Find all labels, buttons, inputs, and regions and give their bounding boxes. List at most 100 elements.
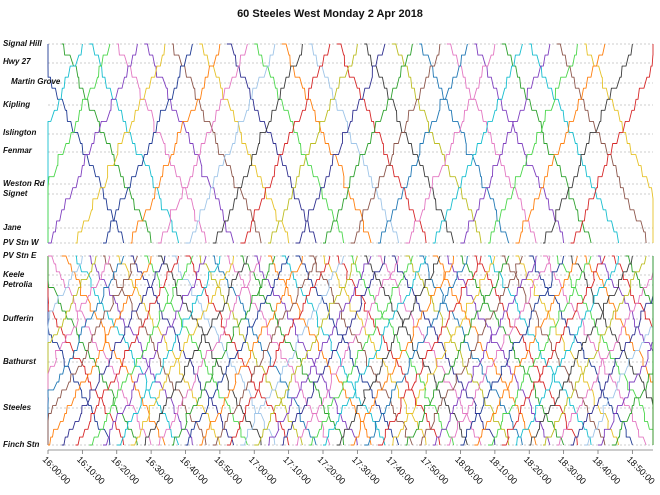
stop-labels: Signal Hill Hwy 27 Martin Grove Kipling Isli…	[3, 39, 61, 449]
x-tick-label: 17:40:00	[384, 454, 416, 486]
plot-area	[48, 30, 653, 450]
trip-line	[158, 255, 262, 446]
trip-line	[61, 43, 152, 244]
trip-line	[144, 255, 248, 446]
trip-line	[309, 43, 400, 244]
stop-label: Signal Hill	[3, 39, 42, 48]
trip-line	[336, 255, 441, 446]
trip-line	[103, 255, 207, 446]
trip-line	[268, 255, 372, 446]
stop-label: Martin Grove	[11, 77, 61, 86]
x-tick-label: 18:10:00	[487, 454, 519, 486]
trip-line	[556, 256, 654, 446]
x-tick-label: 17:30:00	[350, 454, 382, 486]
x-tick-label: 18:20:00	[522, 454, 554, 486]
trip-line	[103, 43, 193, 244]
trip-line	[378, 255, 482, 446]
trip-line	[419, 43, 510, 244]
trip-line	[75, 255, 180, 446]
trip-line	[570, 44, 654, 244]
stop-label: Weston Rd	[3, 179, 46, 188]
trip-line	[364, 43, 455, 244]
trip-line	[556, 255, 654, 445]
trip-line	[130, 43, 221, 244]
trip-line	[89, 43, 180, 244]
trip-line	[323, 255, 427, 446]
trip-line	[158, 43, 248, 244]
x-tick-label: 16:00:00	[41, 454, 73, 486]
stop-label: Jane	[3, 223, 22, 232]
x-tick-label: 17:20:00	[316, 454, 348, 486]
trip-line	[47, 255, 138, 445]
stop-label: Petrolia	[3, 280, 33, 289]
trip-line	[419, 255, 523, 446]
trip-line	[529, 43, 620, 244]
trip-line	[171, 43, 262, 244]
x-tick-label: 16:30:00	[144, 454, 176, 486]
trip-line	[433, 255, 537, 446]
trip-line	[281, 43, 372, 244]
stop-label: Islington	[3, 128, 36, 137]
trip-line	[474, 43, 565, 244]
trip-line	[501, 43, 592, 244]
trip-line	[213, 43, 303, 244]
x-tick-label: 16:10:00	[75, 454, 107, 486]
trip-line	[515, 255, 620, 446]
stop-label: Finch Stn	[3, 440, 40, 449]
trip-line	[529, 255, 633, 446]
trip-line	[48, 255, 152, 446]
trip-line	[446, 255, 551, 446]
trip-line	[226, 43, 317, 244]
x-tick-label: 17:10:00	[281, 454, 313, 486]
stop-label: Steeles	[3, 403, 32, 412]
x-tick-label: 16:40:00	[178, 454, 210, 486]
trip-line	[89, 255, 193, 446]
trip-line	[47, 44, 125, 244]
trip-line	[570, 255, 654, 445]
trip-line	[446, 43, 537, 244]
trip-line	[556, 43, 647, 244]
trip-line	[295, 255, 400, 446]
trip-line	[433, 43, 523, 244]
trip-line	[323, 255, 427, 446]
trip-line	[171, 255, 276, 446]
trip-line	[391, 255, 496, 446]
trip-line	[515, 255, 620, 446]
trip-line	[611, 256, 654, 446]
trip-line	[199, 255, 303, 446]
stop-label: Signet	[3, 189, 28, 198]
trip-line	[281, 255, 386, 446]
trip-line	[570, 256, 654, 446]
trip-line	[240, 255, 345, 446]
trip-line	[226, 255, 331, 446]
x-tick-label: 18:00:00	[453, 454, 485, 486]
trip-line	[144, 43, 235, 244]
trip-line	[295, 43, 386, 244]
trip-line	[61, 255, 166, 446]
trip-line	[488, 43, 578, 244]
trip-line	[116, 255, 221, 446]
trip-line	[405, 43, 496, 244]
trip-line	[460, 255, 565, 446]
chart-title: 60 Steeles West Monday 2 Apr 2018	[237, 8, 423, 20]
stop-label: Keele	[3, 270, 25, 279]
trip-line	[309, 255, 413, 446]
x-tick-label: 18:50:00	[625, 454, 657, 486]
trip-line	[199, 43, 290, 244]
stop-label: Kipling	[3, 100, 30, 109]
stop-label: Dufferin	[3, 314, 34, 323]
trip-line	[543, 255, 647, 446]
trip-line	[350, 255, 455, 446]
trip-lines	[47, 43, 654, 446]
trip-line	[405, 255, 510, 446]
trip-line	[144, 255, 248, 446]
stop-label: Hwy 27	[3, 57, 31, 66]
time-axis-labels: 16:00:00 16:10:00 16:20:00 16:30:00 16:40:00…	[41, 450, 657, 486]
trip-line	[474, 255, 578, 446]
trip-line	[336, 43, 427, 244]
x-tick-label: 16:20:00	[109, 454, 141, 486]
trip-line	[501, 255, 606, 446]
x-tick-label: 16:50:00	[212, 454, 244, 486]
trip-line	[240, 43, 331, 244]
